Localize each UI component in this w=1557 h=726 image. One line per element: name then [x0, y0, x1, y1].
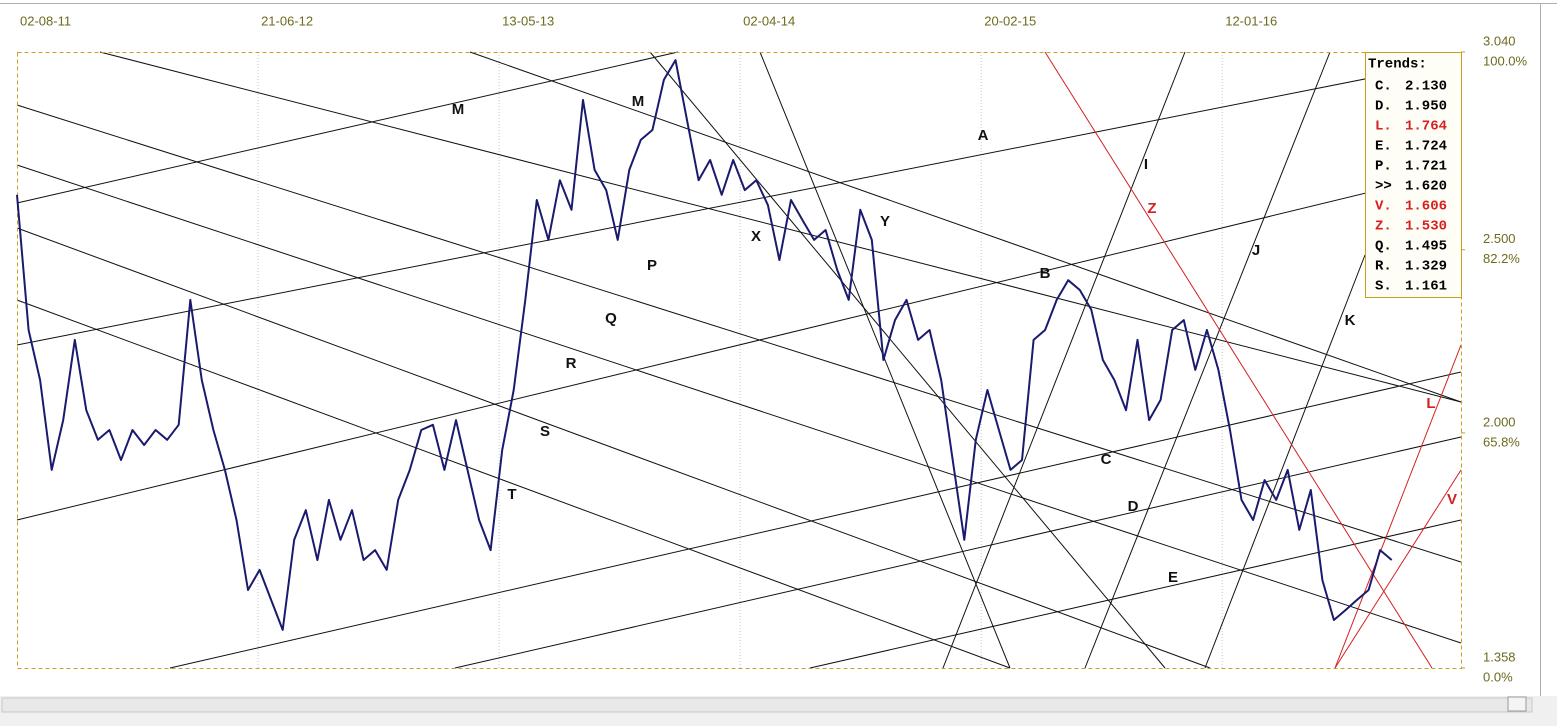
trend-label: I [1144, 156, 1148, 173]
trend-line [16, 169, 1462, 521]
legend-value: 2.130 [1405, 79, 1447, 95]
legend-value: 1.495 [1405, 239, 1447, 255]
trend-label: C [1101, 451, 1112, 468]
y-tick-percent-label: 0.0% [1483, 669, 1513, 684]
trend-label: J [1252, 242, 1260, 259]
trend-line [649, 51, 1166, 669]
trend-line [454, 436, 1462, 669]
trend-line [942, 51, 1186, 669]
trend-line [469, 51, 1462, 403]
trend-line-red [1044, 51, 1433, 669]
trend-line [1204, 254, 1366, 669]
y-tick-label: 2.000 [1483, 414, 1516, 429]
trend-label: Y [880, 213, 890, 230]
legend-value: 1.530 [1405, 219, 1447, 235]
trend-line [16, 51, 679, 204]
scrollbar[interactable] [1, 697, 1533, 713]
trend-line-red [1334, 344, 1462, 669]
trend-label: L [1426, 395, 1435, 412]
legend-value: 1.721 [1405, 159, 1447, 175]
trend-label: S [540, 423, 550, 440]
legend-label: S. [1375, 279, 1392, 295]
trend-label: T [507, 486, 516, 503]
y-tick-percent-label: 82.2% [1483, 251, 1520, 266]
legend-value: 1.161 [1405, 279, 1447, 295]
trend-label: Z [1147, 200, 1156, 217]
legend-label: P. [1375, 159, 1392, 175]
trend-label: M [632, 93, 645, 110]
legend-value: 1.329 [1405, 259, 1447, 275]
legend-value: 1.764 [1405, 119, 1447, 135]
trend-label: R [566, 355, 577, 372]
legend-label: Q. [1375, 239, 1392, 255]
legend-label: C. [1375, 79, 1392, 95]
legend-label: R. [1375, 259, 1392, 275]
y-tick-percent-label: 65.8% [1483, 434, 1520, 449]
trend-label: X [751, 228, 761, 245]
price-line [16, 59, 1393, 631]
trend-label: Q [605, 310, 617, 327]
y-tick-label: 3.040 [1483, 33, 1516, 48]
y-tick-percent-label: 100.0% [1483, 53, 1528, 68]
data-layer [16, 59, 1393, 631]
legend-label: Z. [1375, 219, 1392, 235]
trend-label: B [1040, 265, 1051, 282]
trend-label: D [1128, 498, 1139, 515]
legend-value: 1.950 [1405, 99, 1447, 115]
trend-line [16, 104, 1462, 563]
x-tick-label: 13-05-13 [502, 13, 554, 28]
trend-line [16, 59, 1462, 346]
y-tick-label: 1.358 [1483, 649, 1516, 664]
x-tick-label: 02-08-11 [20, 13, 71, 28]
trend-label: M [452, 101, 465, 118]
trend-line [16, 299, 1011, 669]
trend-label: A [978, 127, 989, 144]
x-tick-label: 02-04-14 [743, 13, 795, 28]
legend-label: >> [1375, 179, 1392, 195]
trend-line [1084, 51, 1331, 669]
scrollbar-thumb[interactable] [1507, 696, 1527, 712]
trend-lines [16, 51, 1462, 669]
trend-line [809, 519, 1462, 669]
trend-line [169, 371, 1462, 669]
trend-label: K [1345, 312, 1356, 329]
legend-label: E. [1375, 139, 1392, 155]
trend-line [16, 227, 1211, 669]
y-tick-label: 2.500 [1483, 231, 1516, 246]
x-tick-label: 21-06-12 [261, 13, 313, 28]
legend-value: 1.724 [1405, 139, 1447, 155]
trend-label: V [1447, 491, 1457, 508]
legend: Trends: C. 2.130 D. 1.950 L. 1.764 E. 1.724 P. 1.… [1365, 52, 1462, 298]
legend-title: Trends: [1368, 57, 1427, 73]
trend-line [759, 51, 1011, 669]
plot-frame [17, 52, 1462, 669]
legend-label: D. [1375, 99, 1392, 115]
trend-line [16, 164, 1462, 644]
trend-label: P [647, 257, 657, 274]
x-tick-label: 20-02-15 [984, 13, 1036, 28]
legend-box [1365, 52, 1462, 298]
legend-value: 1.606 [1405, 199, 1447, 215]
trend-line [99, 51, 1462, 403]
label-layer: 02-08-11 21-06-12 13-05-13 02-04-14 20-02-15… [20, 13, 1528, 684]
legend-label: L. [1375, 119, 1392, 135]
trend-line-red [1334, 469, 1462, 669]
x-tick-label: 12-01-16 [1225, 13, 1277, 28]
legend-label: V. [1375, 199, 1392, 215]
legend-value: 1.620 [1405, 179, 1447, 195]
trend-label: E [1168, 569, 1178, 586]
